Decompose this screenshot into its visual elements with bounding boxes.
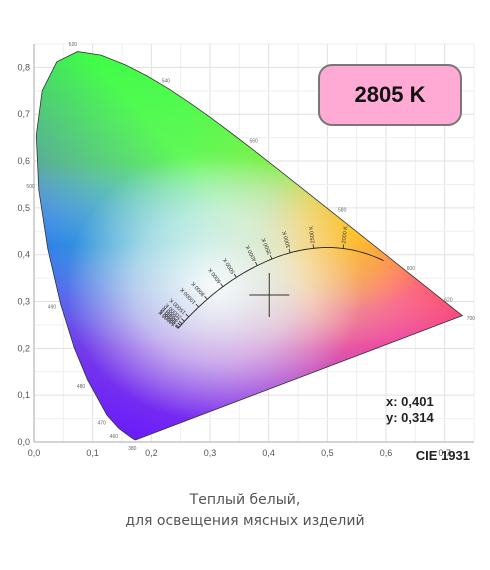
wavelength-label: 540 — [162, 78, 171, 84]
planckian-locus — [177, 247, 384, 329]
y-tick-label: 0,1 — [17, 390, 30, 400]
cct-tick — [177, 322, 181, 326]
wavelength-label: 620 — [444, 298, 453, 304]
cct-tick — [195, 303, 199, 308]
chromaticity-point-marker — [249, 272, 290, 317]
y-tick-label: 0,2 — [17, 343, 30, 353]
spectral-locus-labels: 380 460 470 480 490 500 520 540 560 580 600 620 700 — [26, 42, 475, 452]
y-tick-labels: 0,0 0,1 0,2 0,3 0,4 0,5 0,6 0,7 0,8 — [17, 62, 30, 447]
x-tick-label: 0,4 — [262, 448, 275, 458]
wavelength-label: 600 — [407, 266, 416, 272]
wavelength-label: 500 — [26, 184, 35, 190]
y-tick-label: 0,6 — [17, 156, 30, 166]
x-tick-label: 0,0 — [28, 448, 41, 458]
x-tick-label: 0,7 — [438, 448, 451, 458]
y-tick-label: 0,0 — [17, 437, 30, 447]
caption-line-1: Теплый белый, — [189, 492, 301, 508]
cct-tick — [181, 318, 185, 322]
cct-tick — [178, 320, 183, 325]
cct-tick — [175, 324, 180, 328]
cct-label: 2000 K — [341, 226, 349, 244]
cct-tick — [204, 295, 208, 300]
cct-label: 2500 K — [309, 225, 317, 243]
cct-tick — [174, 325, 179, 329]
x-coordinate-readout: x: 0,401 — [386, 394, 434, 409]
cct-tick — [269, 255, 273, 260]
x-tick-label: 0,5 — [321, 448, 334, 458]
cct-tick — [185, 313, 189, 318]
caption-line-2: для освещения мясных изделий — [125, 513, 365, 529]
cct-badge: 2805 K — [318, 64, 462, 126]
cct-label: 3000 K — [282, 230, 293, 249]
x-tick-label: 0,6 — [380, 448, 393, 458]
y-coordinate-readout: y: 0,314 — [386, 410, 434, 425]
x-tick-label: 0,3 — [204, 448, 217, 458]
cct-tick — [255, 261, 258, 266]
wavelength-label: 700 — [467, 316, 476, 322]
y-tick-label: 0,5 — [17, 203, 30, 213]
x-tick-label: 0,2 — [145, 448, 158, 458]
wavelength-label: 490 — [48, 304, 57, 310]
cct-tick — [233, 273, 237, 278]
y-tick-label: 0,8 — [17, 62, 30, 72]
spectral-locus — [35, 51, 464, 441]
cct-tick — [288, 248, 291, 253]
y-tick-label: 0,7 — [17, 109, 30, 119]
wavelength-label: 470 — [97, 420, 106, 426]
wavelength-label: 480 — [77, 384, 86, 390]
chart-title: CIE 1931 — [416, 448, 470, 463]
wavelength-label: 520 — [69, 42, 78, 48]
x-tick-label: 0,1 — [86, 448, 99, 458]
cct-tick — [220, 283, 224, 287]
wavelength-label: 560 — [249, 139, 258, 145]
wavelength-label: 380 — [128, 446, 137, 452]
x-tick-labels: 0,0 0,1 0,2 0,3 0,4 0,5 0,6 0,7 — [28, 448, 451, 458]
y-tick-label: 0,4 — [17, 250, 30, 260]
y-tick-label: 0,3 — [17, 297, 30, 307]
wavelength-label: 580 — [338, 207, 347, 213]
wavelength-label: 460 — [110, 434, 119, 440]
